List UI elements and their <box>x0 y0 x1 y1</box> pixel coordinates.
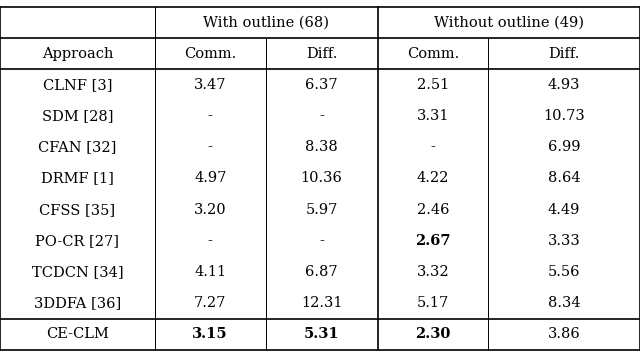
Text: 6.37: 6.37 <box>305 78 338 92</box>
Text: Approach: Approach <box>42 47 113 61</box>
Text: 7.27: 7.27 <box>194 296 227 310</box>
Text: -: - <box>208 234 212 248</box>
Text: 2.30: 2.30 <box>415 327 451 341</box>
Text: 3.31: 3.31 <box>417 109 449 123</box>
Text: 3.20: 3.20 <box>194 203 227 217</box>
Text: 3.32: 3.32 <box>417 265 449 279</box>
Text: With outline (68): With outline (68) <box>204 16 329 30</box>
Text: Diff.: Diff. <box>306 47 337 61</box>
Text: 10.73: 10.73 <box>543 109 585 123</box>
Text: PO-CR [27]: PO-CR [27] <box>35 234 120 248</box>
Text: SDM [28]: SDM [28] <box>42 109 113 123</box>
Text: 6.87: 6.87 <box>305 265 338 279</box>
Text: CFSS [35]: CFSS [35] <box>40 203 115 217</box>
Text: -: - <box>208 109 212 123</box>
Text: CE-CLM: CE-CLM <box>46 327 109 341</box>
Text: -: - <box>319 109 324 123</box>
Text: 2.67: 2.67 <box>415 234 451 248</box>
Text: -: - <box>208 140 212 154</box>
Text: Comm.: Comm. <box>184 47 236 61</box>
Text: DRMF [1]: DRMF [1] <box>41 171 114 186</box>
Text: Diff.: Diff. <box>548 47 580 61</box>
Text: 3DDFA [36]: 3DDFA [36] <box>34 296 121 310</box>
Text: 8.38: 8.38 <box>305 140 338 154</box>
Text: CLNF [3]: CLNF [3] <box>43 78 112 92</box>
Text: 4.11: 4.11 <box>194 265 227 279</box>
Text: 5.31: 5.31 <box>304 327 339 341</box>
Text: 4.93: 4.93 <box>548 78 580 92</box>
Text: 12.31: 12.31 <box>301 296 342 310</box>
Text: 8.64: 8.64 <box>548 171 580 186</box>
Text: 10.36: 10.36 <box>301 171 342 186</box>
Text: 6.99: 6.99 <box>548 140 580 154</box>
Text: 8.34: 8.34 <box>548 296 580 310</box>
Text: TCDCN [34]: TCDCN [34] <box>31 265 124 279</box>
Text: 3.86: 3.86 <box>548 327 580 341</box>
Text: -: - <box>319 234 324 248</box>
Text: 2.46: 2.46 <box>417 203 449 217</box>
Text: CFAN [32]: CFAN [32] <box>38 140 116 154</box>
Text: 4.97: 4.97 <box>194 171 227 186</box>
Text: 4.22: 4.22 <box>417 171 449 186</box>
Text: 5.17: 5.17 <box>417 296 449 310</box>
Text: 4.49: 4.49 <box>548 203 580 217</box>
Text: 5.56: 5.56 <box>548 265 580 279</box>
Text: 3.33: 3.33 <box>548 234 580 248</box>
Text: Comm.: Comm. <box>407 47 459 61</box>
Text: 2.51: 2.51 <box>417 78 449 92</box>
Text: 5.97: 5.97 <box>305 203 338 217</box>
Text: 3.15: 3.15 <box>193 327 228 341</box>
Text: 3.47: 3.47 <box>194 78 227 92</box>
Text: Without outline (49): Without outline (49) <box>434 16 584 30</box>
Text: -: - <box>431 140 435 154</box>
